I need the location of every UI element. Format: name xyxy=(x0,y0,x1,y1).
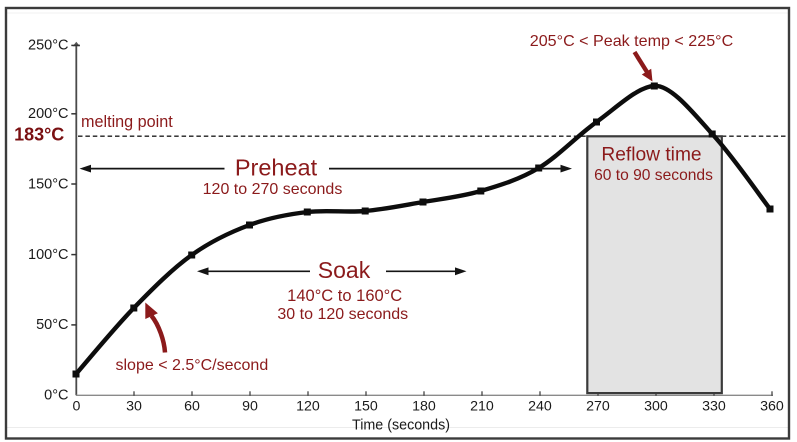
svg-text:30 to 120 seconds: 30 to 120 seconds xyxy=(277,306,408,323)
svg-text:90: 90 xyxy=(242,399,258,415)
svg-text:183°C: 183°C xyxy=(14,125,64,145)
svg-text:360: 360 xyxy=(760,399,784,415)
svg-text:Soak: Soak xyxy=(318,257,371,283)
svg-text:330: 330 xyxy=(702,399,726,415)
svg-text:Time (seconds): Time (seconds) xyxy=(352,417,450,433)
svg-text:250°C: 250°C xyxy=(28,38,68,54)
svg-text:Reflow time: Reflow time xyxy=(601,145,701,166)
svg-text:120 to 270 seconds: 120 to 270 seconds xyxy=(203,181,343,198)
svg-text:140°C to 160°C: 140°C to 160°C xyxy=(287,287,402,305)
svg-text:300: 300 xyxy=(644,399,668,415)
svg-text:180: 180 xyxy=(412,399,436,415)
svg-text:205°C < Peak temp < 225°C: 205°C < Peak temp < 225°C xyxy=(530,32,734,50)
svg-text:60 to 90 seconds: 60 to 90 seconds xyxy=(594,167,713,184)
svg-text:0°C: 0°C xyxy=(44,388,68,404)
svg-text:210: 210 xyxy=(470,399,494,415)
svg-text:30: 30 xyxy=(126,399,142,415)
svg-text:melting point: melting point xyxy=(81,113,173,131)
svg-text:200°C: 200°C xyxy=(28,106,68,122)
svg-text:0: 0 xyxy=(73,399,81,415)
svg-text:120: 120 xyxy=(296,399,320,415)
svg-text:150: 150 xyxy=(354,399,378,415)
svg-text:270: 270 xyxy=(586,399,610,415)
svg-text:240: 240 xyxy=(528,399,552,415)
svg-text:slope < 2.5°C/second: slope < 2.5°C/second xyxy=(116,357,269,374)
svg-text:50°C: 50°C xyxy=(36,317,68,333)
svg-text:150°C: 150°C xyxy=(28,177,68,193)
svg-text:100°C: 100°C xyxy=(28,247,68,263)
svg-text:60: 60 xyxy=(184,399,200,415)
svg-text:Preheat: Preheat xyxy=(235,155,318,181)
